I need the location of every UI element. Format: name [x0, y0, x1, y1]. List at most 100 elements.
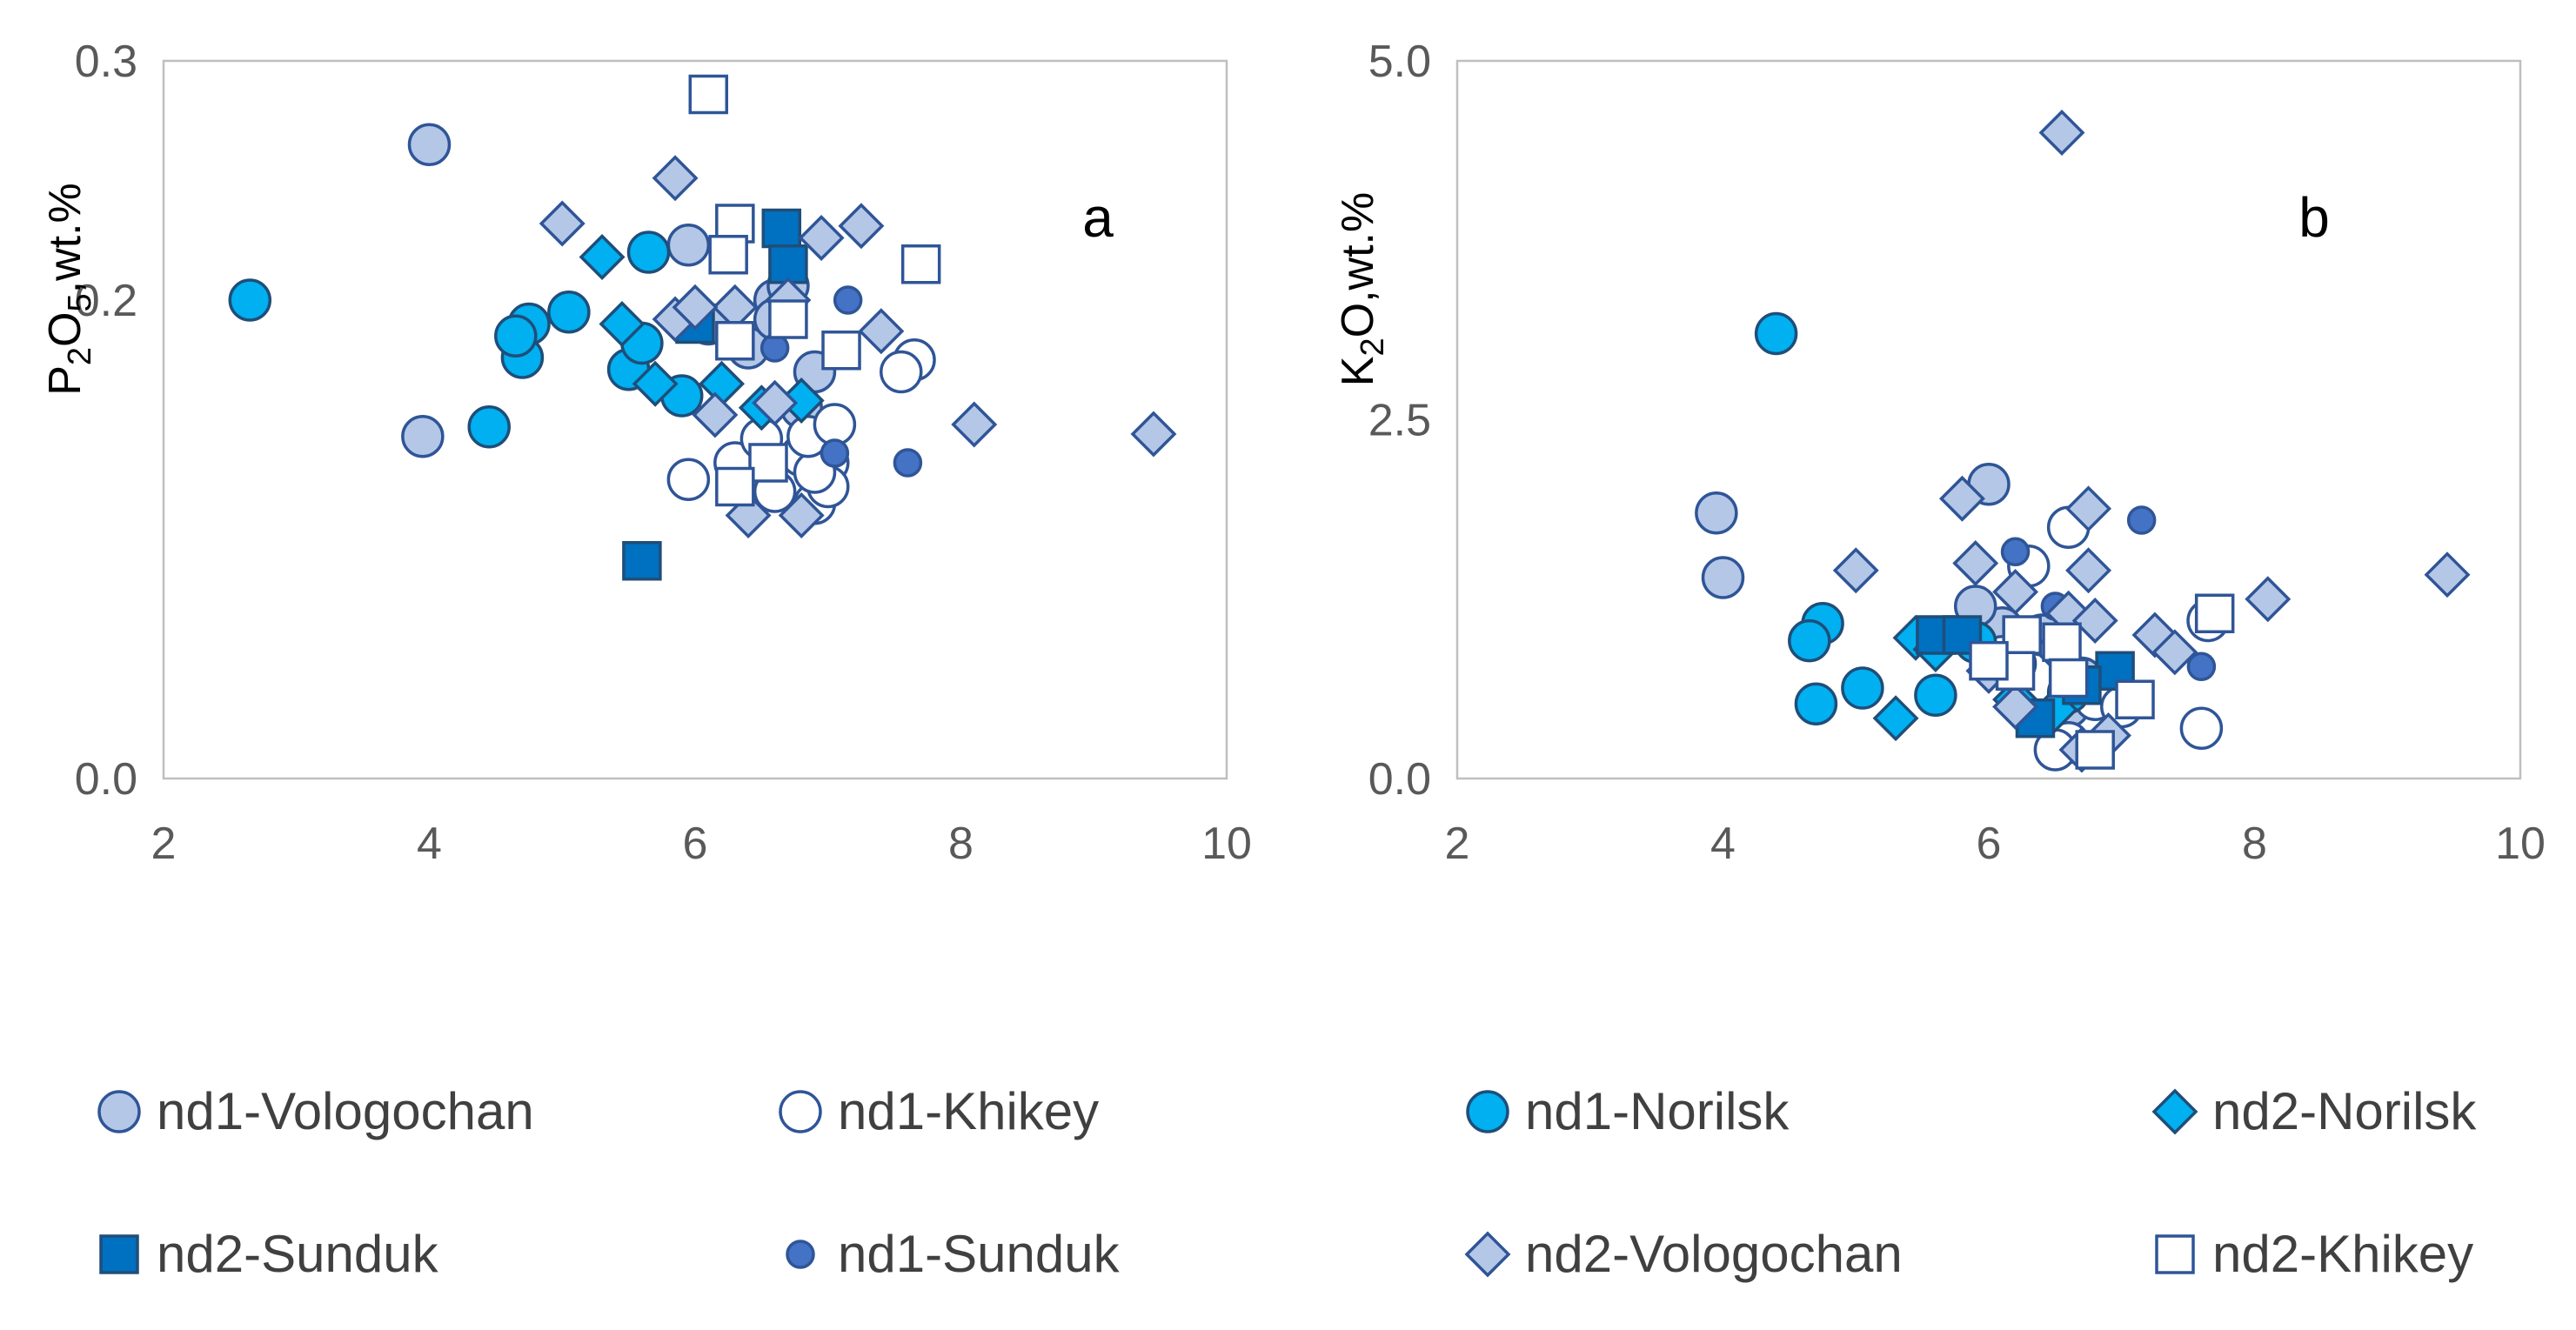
data-point: [2065, 485, 2112, 532]
x-tick-label: 4: [417, 819, 442, 869]
data-point: [820, 438, 850, 468]
data-point: [539, 200, 585, 247]
legend-item: nd2-Sunduk: [99, 1225, 439, 1283]
data-point: [2048, 658, 2089, 698]
data-point: [951, 401, 998, 448]
data-point: [2186, 652, 2217, 682]
data-point: [813, 403, 857, 446]
data-point: [1130, 411, 1177, 458]
x-tick-label: 8: [948, 819, 974, 869]
data-point: [752, 379, 799, 426]
panel-letter: b: [2298, 186, 2330, 249]
data-point: [768, 244, 808, 284]
series-nd1-Sunduk: [759, 285, 923, 478]
data-point: [579, 234, 626, 280]
data-point: [798, 215, 845, 261]
data-point: [2151, 629, 2198, 676]
x-tick-label: 10: [1201, 819, 1252, 869]
data-point: [1788, 618, 1831, 663]
data-point: [838, 203, 885, 250]
data-point: [880, 350, 923, 394]
y-tick-label: 0.3: [75, 37, 137, 87]
x-tick-label: 4: [1710, 819, 1736, 869]
data-point: [467, 405, 511, 449]
data-point: [632, 360, 679, 407]
data-point: [2126, 505, 2157, 535]
data-point: [2038, 110, 2085, 156]
data-point: [688, 74, 729, 115]
data-point: [672, 284, 719, 331]
data-point: [1701, 556, 1745, 599]
data-point: [715, 466, 755, 507]
data-point: [692, 391, 739, 438]
data-point: [708, 235, 748, 275]
data-point: [778, 492, 825, 538]
legend-item: nd1-Khikey: [779, 1082, 1099, 1140]
data-point: [1938, 475, 1985, 522]
data-point: [1969, 640, 2009, 681]
data-point: [833, 285, 863, 315]
data-point: [666, 458, 711, 501]
y-axis-label: K2O,wt.%: [1333, 192, 1391, 386]
data-point: [626, 231, 671, 274]
data-point: [1695, 491, 1738, 535]
y-tick-label: 5.0: [1368, 37, 1431, 87]
data-point: [768, 299, 808, 339]
data-point: [2179, 706, 2224, 750]
x-tick-label: 8: [2242, 819, 2267, 869]
x-tick-label: 6: [683, 819, 708, 869]
legend-marker: [99, 1234, 139, 1274]
data-point: [547, 291, 591, 334]
legend-marker: [2151, 1088, 2198, 1135]
data-point: [401, 415, 445, 458]
data-point: [900, 244, 941, 284]
data-point: [893, 448, 923, 478]
data-point: [2042, 622, 2082, 662]
data-point: [2065, 547, 2112, 594]
data-point: [622, 541, 662, 581]
legend-label: nd2-Vologochan: [1525, 1225, 1903, 1283]
data-point: [2071, 598, 2118, 644]
data-point: [821, 331, 861, 371]
data-point: [652, 155, 699, 202]
y-tick-label: 0.2: [75, 276, 137, 326]
data-point: [2245, 576, 2292, 623]
data-point: [2424, 551, 2471, 598]
legend-marker: [779, 1090, 822, 1133]
data-point: [599, 301, 646, 347]
data-point: [1992, 684, 2039, 730]
legend-marker: [1464, 1231, 1511, 1278]
legend-label: nd1-Sunduk: [838, 1225, 1121, 1283]
legend-label: nd1-Khikey: [838, 1082, 1099, 1140]
legend-item: nd1-Sunduk: [786, 1225, 1121, 1283]
data-point: [2075, 730, 2115, 770]
series-nd2-Khikey: [1969, 593, 2235, 770]
legend-marker: [1466, 1090, 1509, 1133]
legend-label: nd2-Khikey: [2212, 1225, 2473, 1283]
data-point: [494, 314, 538, 358]
legend-label: nd1-Vologochan: [157, 1082, 534, 1140]
data-point: [858, 308, 905, 355]
data-point: [1754, 311, 1798, 356]
legend-marker: [786, 1240, 815, 1269]
legend-item: nd1-Norilsk: [1466, 1082, 1790, 1140]
legend-marker: [2155, 1234, 2195, 1274]
series-nd2-Vologochan: [539, 155, 1177, 538]
data-point: [1794, 682, 1838, 725]
data-point: [407, 123, 452, 166]
y-tick-label: 2.5: [1368, 396, 1431, 446]
x-tick-label: 6: [1977, 819, 2002, 869]
series-nd2-Khikey: [688, 74, 941, 507]
data-point: [715, 321, 755, 361]
legend-item: nd2-Norilsk: [2151, 1082, 2477, 1140]
data-point: [1952, 540, 1999, 586]
data-point: [228, 278, 272, 322]
legend-label: nd1-Norilsk: [1525, 1082, 1790, 1140]
x-tick-label: 2: [151, 819, 177, 869]
legend-item: nd2-Khikey: [2155, 1225, 2473, 1283]
chart-panel-b: 2 4 6 8 10 0.0 2.5 5.0 K2O,wt.% b: [1333, 37, 2546, 869]
y-tick-label: 0.0: [1368, 754, 1431, 805]
legend: nd1-Vologochan nd1-Khikey nd1-Norilsk nd2-N…: [97, 1082, 2477, 1283]
data-point: [1872, 695, 1919, 742]
